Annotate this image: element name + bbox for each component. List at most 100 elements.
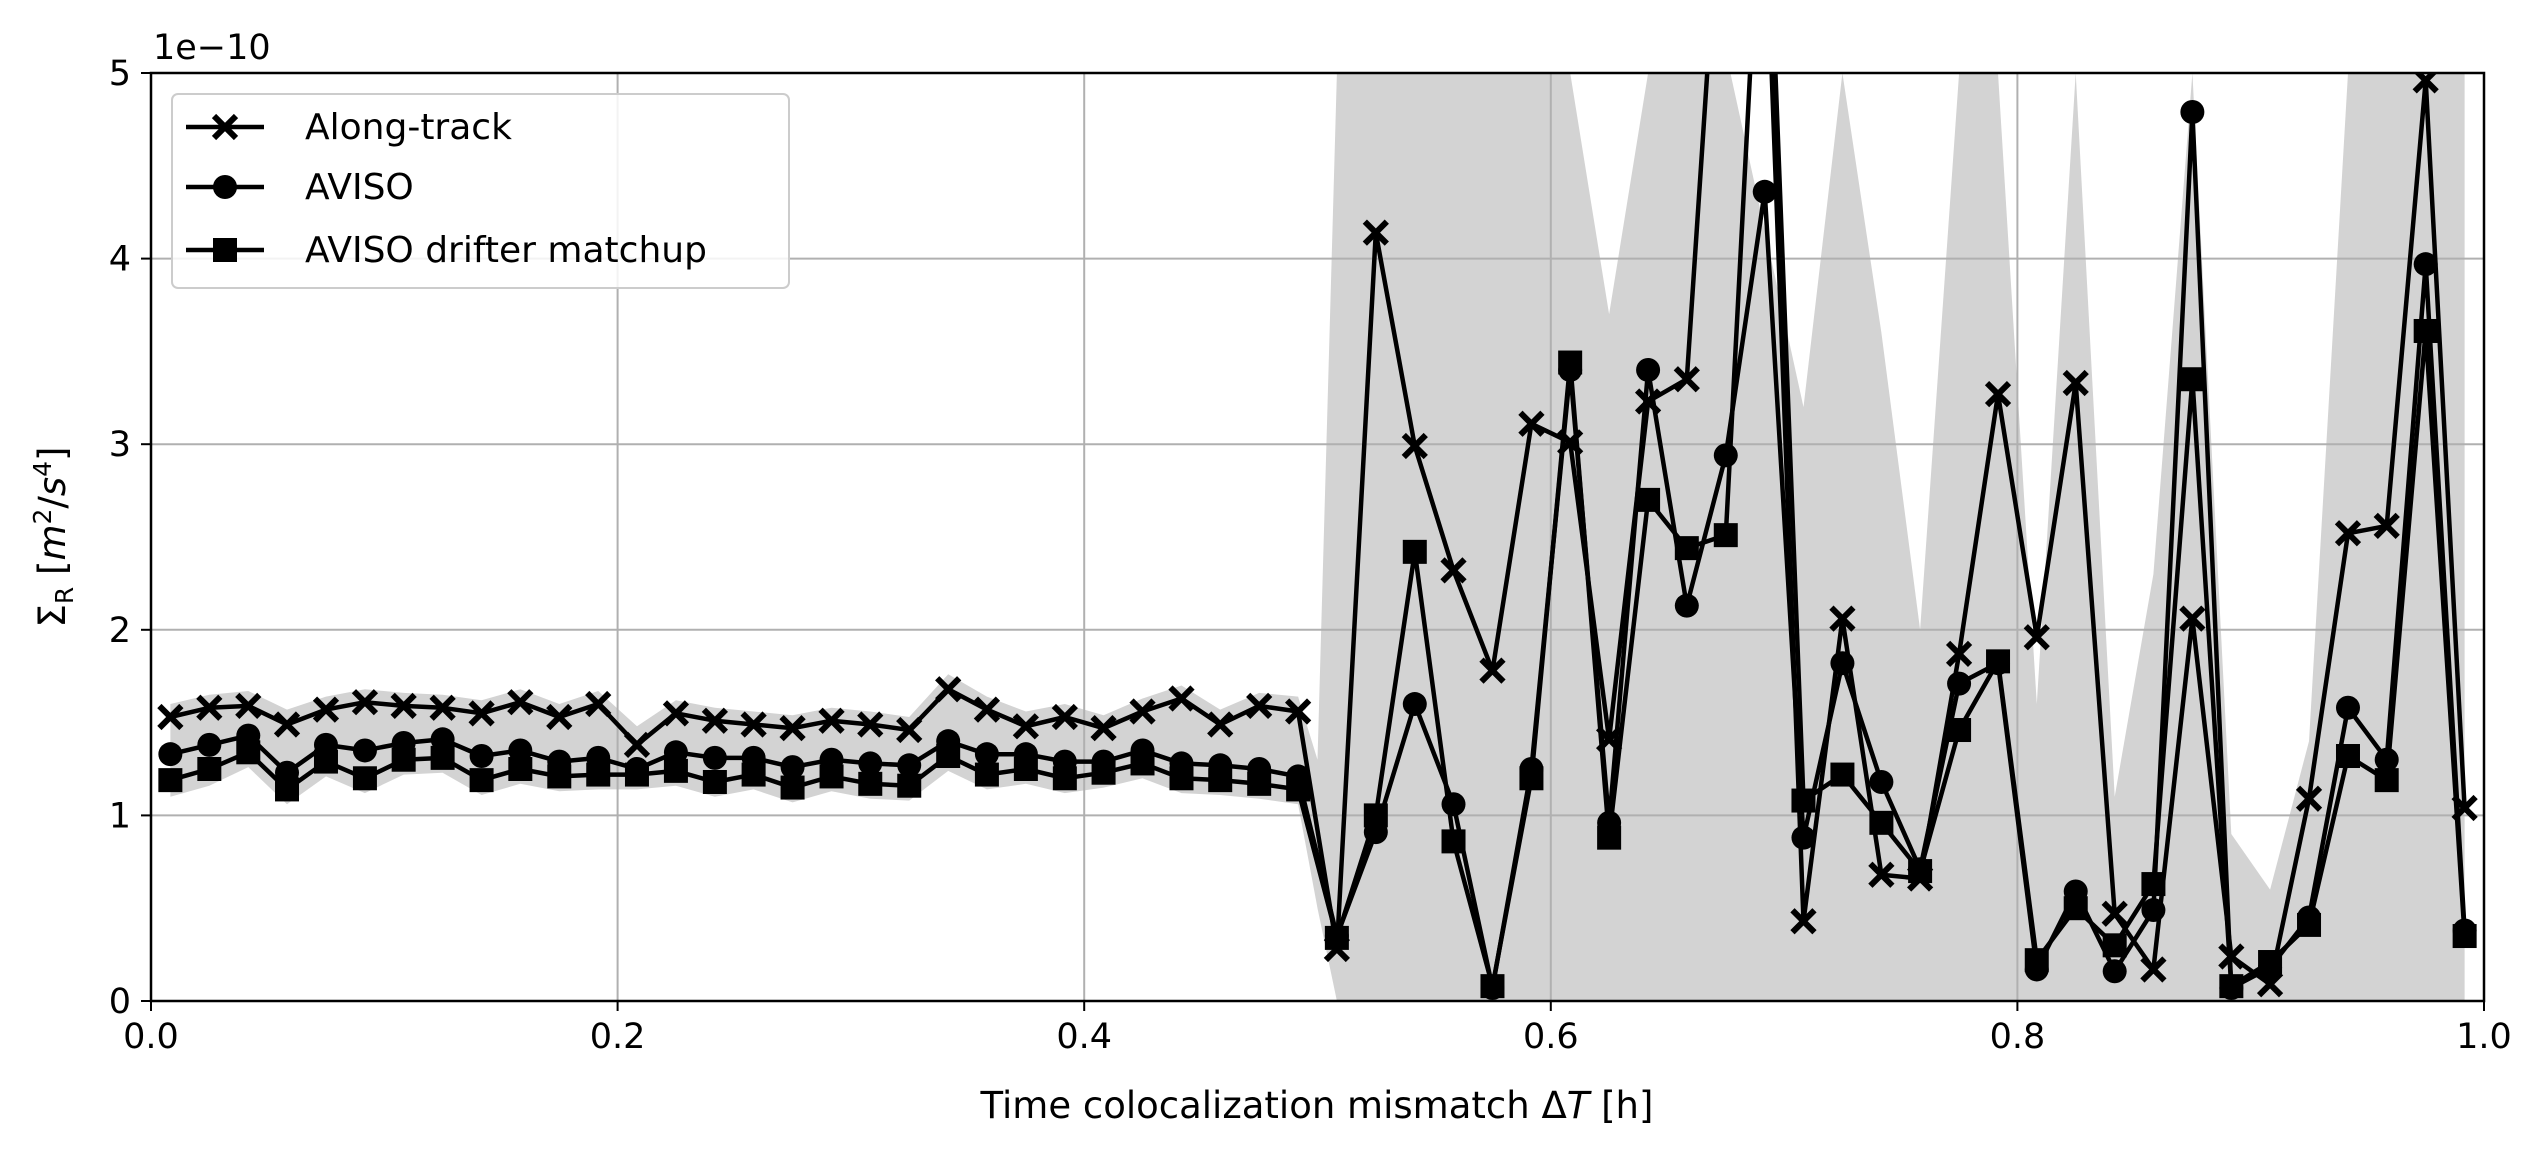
data-point-circle-marker xyxy=(2335,695,2360,720)
data-point-x-marker xyxy=(1168,685,1195,712)
data-point-circle-marker xyxy=(2102,959,2127,984)
marker-stroke xyxy=(211,113,239,141)
marker-stroke xyxy=(1129,698,1156,725)
marker-stroke xyxy=(235,692,262,720)
marker-stroke xyxy=(1207,711,1234,738)
data-point-square-marker xyxy=(741,762,766,787)
data-point-square-marker xyxy=(1519,766,1544,791)
data-point-circle-marker xyxy=(2413,252,2438,277)
legend: Along-track AVISO AVISO drifter matchup xyxy=(171,93,790,289)
data-point-circle-marker xyxy=(663,740,688,765)
marker-stroke xyxy=(1634,388,1662,415)
data-point-x-marker xyxy=(857,711,884,738)
data-point-square-marker xyxy=(313,749,338,774)
data-point-square-marker xyxy=(430,745,455,770)
marker-stroke xyxy=(1673,366,1700,393)
y-offset-text: 1e−10 xyxy=(153,28,271,68)
marker-stroke xyxy=(2373,512,2400,539)
y-tick-label: 0 xyxy=(109,982,131,1022)
marker-stroke xyxy=(1246,692,1273,720)
marker-stroke xyxy=(1829,605,1856,632)
data-point-square-marker xyxy=(1597,825,1622,850)
marker-stroke xyxy=(351,689,379,716)
data-point-x-marker xyxy=(585,690,612,718)
legend-circle-marker xyxy=(213,175,237,199)
marker-stroke xyxy=(585,690,612,718)
marker-stroke xyxy=(2334,520,2362,547)
marker-stroke xyxy=(2023,624,2050,651)
data-point-square-marker xyxy=(2297,912,2322,937)
data-point-x-marker xyxy=(157,703,184,731)
data-point-x-marker xyxy=(2101,900,2128,927)
tick-layer: 0.0 0.2 0.4 0.6 0.8 1.0 0 1 2 3 4 5 xyxy=(109,54,2512,1057)
data-point-circle-marker xyxy=(158,742,183,767)
marker-stroke xyxy=(1362,219,1389,246)
data-point-square-marker xyxy=(2374,768,2399,793)
data-point-circle-marker xyxy=(1402,692,1427,717)
data-point-square-marker xyxy=(1713,523,1738,548)
data-point-square-marker xyxy=(391,747,416,772)
series-aviso-drifter-matchup xyxy=(158,73,2477,999)
data-point-x-marker xyxy=(546,703,573,731)
data-point-x-marker xyxy=(740,711,767,738)
marker-stroke xyxy=(1401,432,1428,460)
data-point-square-marker xyxy=(1169,766,1194,791)
y-tick-label: 1 xyxy=(109,796,131,836)
data-point-x-marker xyxy=(1479,657,1506,684)
data-point-x-marker xyxy=(312,696,340,723)
data-point-circle-marker xyxy=(430,727,455,752)
data-point-x-marker xyxy=(1518,410,1545,437)
data-point-x-marker xyxy=(1401,432,1428,460)
y-tick-label: 2 xyxy=(109,611,131,651)
x-tick-label: 0.0 xyxy=(123,1017,179,1057)
data-point-square-marker xyxy=(624,762,649,787)
x-tick-label: 0.2 xyxy=(590,1017,646,1057)
data-point-square-marker xyxy=(1791,788,1816,813)
data-point-square-marker xyxy=(2258,950,2283,975)
data-point-circle-marker xyxy=(780,755,805,780)
data-point-x-marker xyxy=(1207,711,1234,738)
data-point-square-marker xyxy=(897,773,922,798)
data-point-circle-marker xyxy=(1869,769,1894,794)
legend-label-aviso-drifter-matchup: AVISO drifter matchup xyxy=(305,230,707,271)
y-tick-label: 4 xyxy=(109,240,131,280)
marker-stroke xyxy=(1984,380,2012,408)
data-point-circle-marker xyxy=(1830,651,1855,676)
data-point-square-marker xyxy=(2335,744,2360,769)
data-point-square-marker xyxy=(2063,896,2088,921)
data-point-x-marker xyxy=(1246,692,1273,720)
data-point-circle-marker xyxy=(1713,443,1738,468)
data-point-square-marker xyxy=(1869,810,1894,835)
x-tick-label: 0.8 xyxy=(1990,1017,2046,1057)
data-point-x-marker xyxy=(235,692,262,720)
data-point-x-marker xyxy=(1362,219,1389,246)
data-point-square-marker xyxy=(352,766,377,791)
data-point-x-marker xyxy=(1868,861,1895,888)
marker-stroke xyxy=(196,694,223,721)
data-point-x-marker xyxy=(662,700,690,727)
data-point-circle-marker xyxy=(1441,792,1466,817)
marker-stroke xyxy=(468,700,495,727)
data-point-square-marker xyxy=(2141,872,2166,897)
data-point-x-marker xyxy=(1790,908,1817,935)
marker-stroke xyxy=(2062,369,2089,397)
data-point-x-marker xyxy=(196,694,223,721)
marker-stroke xyxy=(662,700,690,727)
data-point-circle-marker xyxy=(897,753,922,778)
data-point-circle-marker xyxy=(352,738,377,763)
marker-stroke xyxy=(1012,713,1039,740)
marker-stroke xyxy=(1479,657,1506,684)
legend-square-marker xyxy=(213,238,237,262)
data-point-x-marker xyxy=(1984,380,2012,408)
data-point-x-marker xyxy=(818,707,845,734)
marker-stroke xyxy=(1790,908,1817,935)
data-point-square-marker xyxy=(2219,974,2244,999)
data-point-square-marker xyxy=(858,771,883,796)
marker-stroke xyxy=(896,716,923,744)
data-point-square-marker xyxy=(1286,777,1311,802)
legend-label-along-track: Along-track xyxy=(305,107,512,148)
data-point-circle-marker xyxy=(1674,593,1699,618)
legend-marker-square xyxy=(213,238,237,262)
data-point-square-marker xyxy=(2452,924,2477,949)
